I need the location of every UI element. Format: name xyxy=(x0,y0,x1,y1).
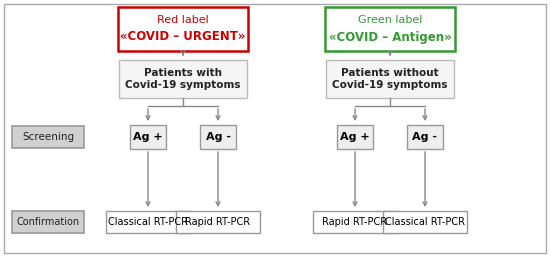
FancyBboxPatch shape xyxy=(200,125,236,149)
Text: Screening: Screening xyxy=(22,132,74,142)
Text: Rapid RT-PCR: Rapid RT-PCR xyxy=(322,217,388,227)
FancyBboxPatch shape xyxy=(383,211,467,233)
Text: Red label: Red label xyxy=(157,15,209,25)
Text: Ag -: Ag - xyxy=(412,132,437,142)
Text: Ag -: Ag - xyxy=(206,132,230,142)
Text: «COVID – Antigen»: «COVID – Antigen» xyxy=(329,31,452,43)
Text: Ag +: Ag + xyxy=(133,132,163,142)
FancyBboxPatch shape xyxy=(407,125,443,149)
FancyBboxPatch shape xyxy=(337,125,373,149)
Text: Patients with
Covid-19 symptoms: Patients with Covid-19 symptoms xyxy=(125,68,241,90)
Text: Confirmation: Confirmation xyxy=(16,217,80,227)
FancyBboxPatch shape xyxy=(118,7,248,51)
Text: Classical RT-PCR: Classical RT-PCR xyxy=(108,217,188,227)
Text: Patients without
Covid-19 symptoms: Patients without Covid-19 symptoms xyxy=(332,68,448,90)
FancyBboxPatch shape xyxy=(12,211,84,233)
Text: Classical RT-PCR: Classical RT-PCR xyxy=(385,217,465,227)
FancyBboxPatch shape xyxy=(176,211,260,233)
Text: «COVID – URGENT»: «COVID – URGENT» xyxy=(120,31,246,43)
Text: Green label: Green label xyxy=(358,15,422,25)
FancyBboxPatch shape xyxy=(12,126,84,148)
FancyBboxPatch shape xyxy=(130,125,166,149)
FancyBboxPatch shape xyxy=(119,60,247,98)
FancyBboxPatch shape xyxy=(106,211,190,233)
FancyBboxPatch shape xyxy=(313,211,397,233)
FancyBboxPatch shape xyxy=(325,7,455,51)
FancyBboxPatch shape xyxy=(4,4,546,253)
Text: Rapid RT-PCR: Rapid RT-PCR xyxy=(185,217,251,227)
FancyBboxPatch shape xyxy=(326,60,454,98)
Text: Ag +: Ag + xyxy=(340,132,370,142)
